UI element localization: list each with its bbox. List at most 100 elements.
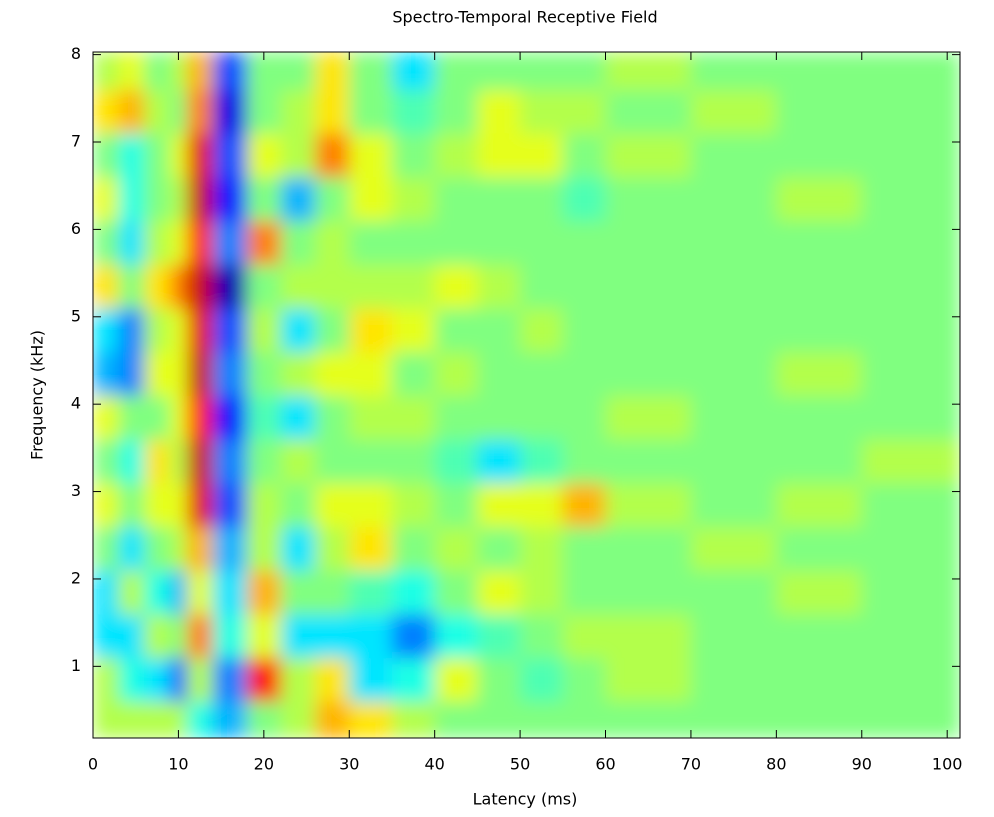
heatmap-cell: [861, 133, 960, 178]
heatmap-cell: [605, 613, 692, 659]
heatmap-cell: [315, 526, 350, 571]
heatmap-cell: [169, 395, 188, 440]
heatmap-cell: [562, 351, 607, 396]
heatmap-cell: [246, 570, 282, 615]
heatmap-cell: [212, 613, 248, 659]
heatmap-cell: [144, 701, 171, 738]
heatmap-cell: [477, 351, 521, 396]
heatmap-cell: [861, 701, 960, 738]
heatmap-cell: [861, 176, 960, 222]
heatmap-cell: [562, 395, 607, 440]
heatmap-cell: [93, 351, 120, 396]
heatmap-cell: [186, 657, 214, 702]
y-axis-label: Frequency (kHz): [28, 330, 47, 460]
heatmap-cell: [169, 657, 188, 702]
heatmap-cell: [118, 176, 145, 222]
heatmap-cell: [315, 308, 350, 353]
heatmap-cell: [212, 351, 248, 396]
heatmap-cell: [186, 176, 214, 222]
heatmap-cell: [169, 701, 188, 738]
heatmap-cell: [477, 482, 521, 528]
heatmap-cell: [562, 308, 607, 353]
heatmap-cell: [520, 395, 564, 440]
heatmap-cell: [477, 526, 521, 571]
heatmap-cell: [246, 482, 282, 528]
heatmap-cell: [434, 52, 478, 91]
heatmap-cell: [118, 613, 145, 659]
heatmap-cell: [169, 439, 188, 484]
heatmap-cell: [93, 133, 120, 178]
heatmap-cell: [315, 395, 350, 440]
heatmap-cell: [434, 613, 478, 659]
heatmap-cell: [434, 395, 478, 440]
heatmap-cell: [144, 351, 171, 396]
heatmap-cell: [93, 52, 120, 91]
heatmap-cell: [605, 395, 692, 440]
heatmap-cell: [605, 526, 692, 571]
heatmap-cell: [520, 526, 564, 571]
heatmap-cell: [605, 482, 692, 528]
heatmap-cell: [349, 613, 393, 659]
heatmap-cell: [118, 308, 145, 353]
heatmap-cell: [186, 570, 214, 615]
heatmap-cell: [776, 613, 863, 659]
x-tick-label: 70: [681, 755, 701, 774]
heatmap-cell: [690, 351, 777, 396]
heatmap-cell: [861, 308, 960, 353]
heatmap-cell: [212, 133, 248, 178]
heatmap-cell: [246, 351, 282, 396]
heatmap-cell: [93, 526, 120, 571]
heatmap-cell: [520, 308, 564, 353]
heatmap-cell: [349, 220, 393, 265]
heatmap-cell: [280, 570, 316, 615]
heatmap-cell: [93, 395, 120, 440]
heatmap-cell: [280, 701, 316, 738]
heatmap-cell: [315, 220, 350, 265]
heatmap-cell: [212, 395, 248, 440]
heatmap-cell: [280, 482, 316, 528]
heatmap-cell: [246, 526, 282, 571]
heatmap-cell: [144, 176, 171, 222]
x-tick-label: 90: [852, 755, 872, 774]
heatmap-cell: [477, 264, 521, 309]
heatmap-cell: [280, 526, 316, 571]
heatmap-cell: [118, 133, 145, 178]
heatmap-cell: [315, 570, 350, 615]
heatmap-cell: [861, 89, 960, 134]
heatmap-cell: [477, 439, 521, 484]
heatmap-cell: [690, 526, 777, 571]
heatmap-cell: [690, 395, 777, 440]
heatmap-cell: [144, 89, 171, 134]
heatmap-cell: [434, 482, 478, 528]
y-tick-label: 8: [71, 44, 81, 63]
y-tick-label: 2: [71, 568, 81, 587]
heatmap-cell: [118, 395, 145, 440]
heatmap-cell: [434, 657, 478, 702]
heatmap-cell: [391, 395, 436, 440]
heatmap-cell: [562, 613, 607, 659]
heatmap-cell: [520, 52, 564, 91]
heatmap-cell: [246, 395, 282, 440]
heatmap-cell: [520, 133, 564, 178]
heatmap-cell: [186, 220, 214, 265]
heatmap-cell: [434, 89, 478, 134]
heatmap-cell: [391, 613, 436, 659]
heatmap-cell: [118, 701, 145, 738]
heatmap-cell: [434, 220, 478, 265]
heatmap-cell: [212, 52, 248, 91]
heatmap-cell: [169, 526, 188, 571]
heatmap-cell: [280, 133, 316, 178]
x-tick-label: 40: [424, 755, 444, 774]
heatmap-cell: [477, 613, 521, 659]
y-tick-label: 1: [71, 656, 81, 675]
heatmap-cell: [349, 701, 393, 738]
heatmap-cell: [605, 701, 692, 738]
heatmap-cell: [861, 264, 960, 309]
heatmap-cell: [690, 657, 777, 702]
heatmap-cell: [861, 395, 960, 440]
heatmap-cell: [605, 52, 692, 91]
heatmap-cell: [349, 89, 393, 134]
heatmap-cell: [562, 439, 607, 484]
heatmap-cell: [690, 482, 777, 528]
heatmap-cell: [520, 570, 564, 615]
